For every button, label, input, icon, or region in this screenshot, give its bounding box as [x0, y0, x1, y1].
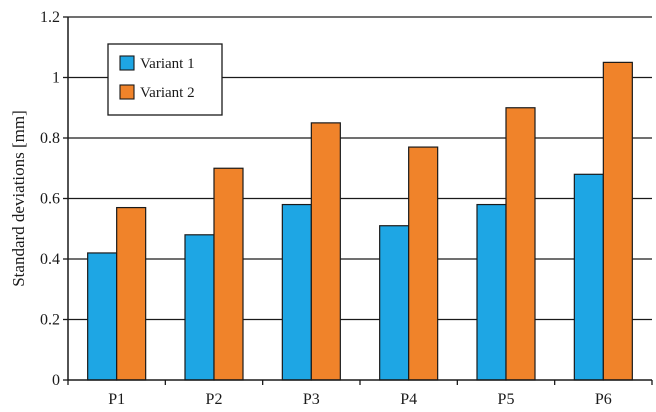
y-axis-title: Standard deviations [mm]	[9, 110, 28, 287]
y-tick-label: 0.4	[40, 251, 60, 268]
legend-swatch-series-1	[119, 55, 135, 71]
bars	[87, 61, 633, 381]
y-tick-label: 0.2	[40, 312, 60, 329]
x-tick-label: P6	[595, 391, 612, 408]
bar-p4-series-1	[379, 225, 410, 381]
axes	[63, 16, 653, 385]
bar-p2-series-1	[184, 234, 215, 381]
y-tick-label: 1.2	[40, 9, 60, 26]
y-tick-label: 0.6	[40, 191, 60, 208]
bar-p2-series-2	[213, 167, 244, 381]
y-tick-label: 0.8	[40, 130, 60, 147]
bar-p1-series-2	[116, 206, 147, 381]
bar-p4-series-2	[408, 146, 439, 381]
bar-p6-series-2	[602, 61, 633, 381]
x-tick-label: P5	[498, 391, 515, 408]
x-tick-label: P1	[108, 391, 125, 408]
tick-labels: 0 0.2 0.4 0.6 0.8 1 1.2 P1 P2 P3 P4 P5 P6	[40, 9, 612, 408]
bar-p5-series-2	[505, 107, 536, 381]
y-tick-label: 0	[52, 372, 60, 389]
legend-label-series-2: Variant 2	[140, 85, 195, 101]
bar-p5-series-1	[476, 203, 507, 381]
legend-box	[107, 43, 223, 116]
x-tick-label: P3	[303, 391, 320, 408]
bar-p3-series-2	[310, 122, 341, 381]
x-tick-label: P4	[400, 391, 417, 408]
legend-label-series-1: Variant 1	[140, 56, 195, 72]
bar-p6-series-1	[573, 173, 604, 381]
legend-swatch-series-2	[119, 84, 135, 100]
bar-p3-series-1	[281, 203, 312, 381]
x-tick-label: P2	[206, 391, 223, 408]
legend: Variant 1 Variant 2	[107, 43, 223, 116]
bar-p1-series-1	[87, 252, 118, 381]
y-tick-label: 1	[52, 70, 60, 87]
